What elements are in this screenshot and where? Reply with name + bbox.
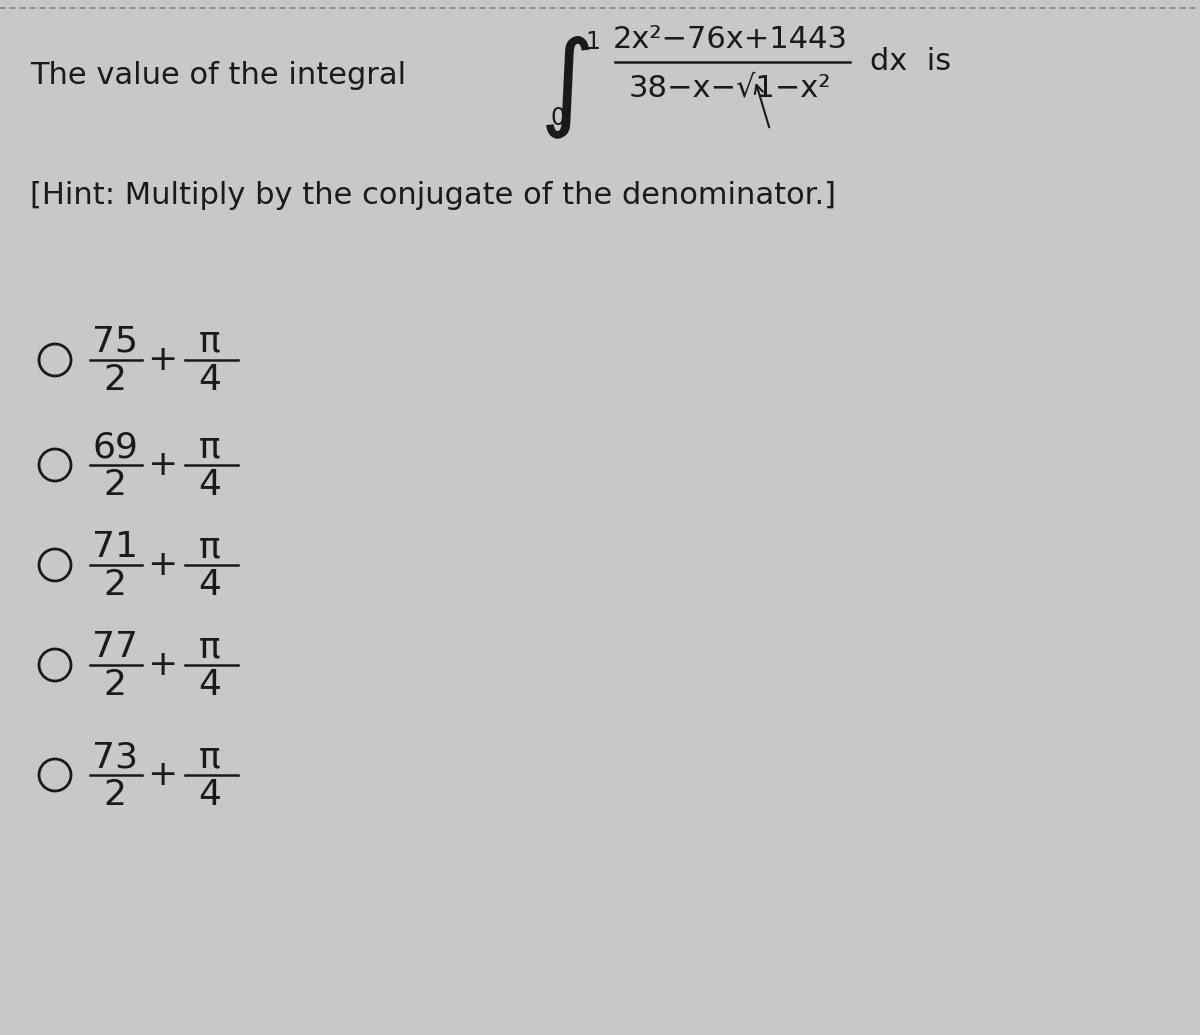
Text: π: π	[199, 430, 221, 464]
Text: +: +	[146, 758, 178, 792]
Text: $\int$: $\int$	[539, 35, 590, 141]
Text: 4: 4	[198, 468, 222, 502]
Text: 2: 2	[103, 468, 126, 502]
Text: +: +	[146, 548, 178, 582]
Text: 73: 73	[92, 740, 138, 774]
Text: 2: 2	[103, 568, 126, 602]
Text: 2: 2	[103, 778, 126, 812]
Text: dx  is: dx is	[870, 48, 952, 77]
Text: π: π	[199, 325, 221, 359]
Text: 2x²−76x+1443: 2x²−76x+1443	[612, 26, 847, 55]
Text: π: π	[199, 630, 221, 664]
Text: 71: 71	[92, 530, 138, 564]
Text: 69: 69	[92, 430, 138, 464]
Text: The value of the integral: The value of the integral	[30, 60, 406, 89]
Text: π: π	[199, 530, 221, 564]
Text: 4: 4	[198, 363, 222, 397]
Text: 4: 4	[198, 668, 222, 702]
Text: 75: 75	[92, 325, 138, 359]
Text: 4: 4	[198, 568, 222, 602]
Text: 2: 2	[103, 668, 126, 702]
Text: π: π	[199, 740, 221, 774]
Text: [Hint: Multiply by the conjugate of the denominator.]: [Hint: Multiply by the conjugate of the …	[30, 180, 836, 209]
Text: 2: 2	[103, 363, 126, 397]
Text: 77: 77	[92, 630, 138, 664]
Text: +: +	[146, 448, 178, 482]
Text: 38−x−√1−x²: 38−x−√1−x²	[629, 73, 832, 102]
Text: 4: 4	[198, 778, 222, 812]
Text: 1: 1	[586, 30, 600, 54]
Text: 0: 0	[551, 106, 565, 130]
Text: +: +	[146, 648, 178, 682]
Text: +: +	[146, 343, 178, 377]
